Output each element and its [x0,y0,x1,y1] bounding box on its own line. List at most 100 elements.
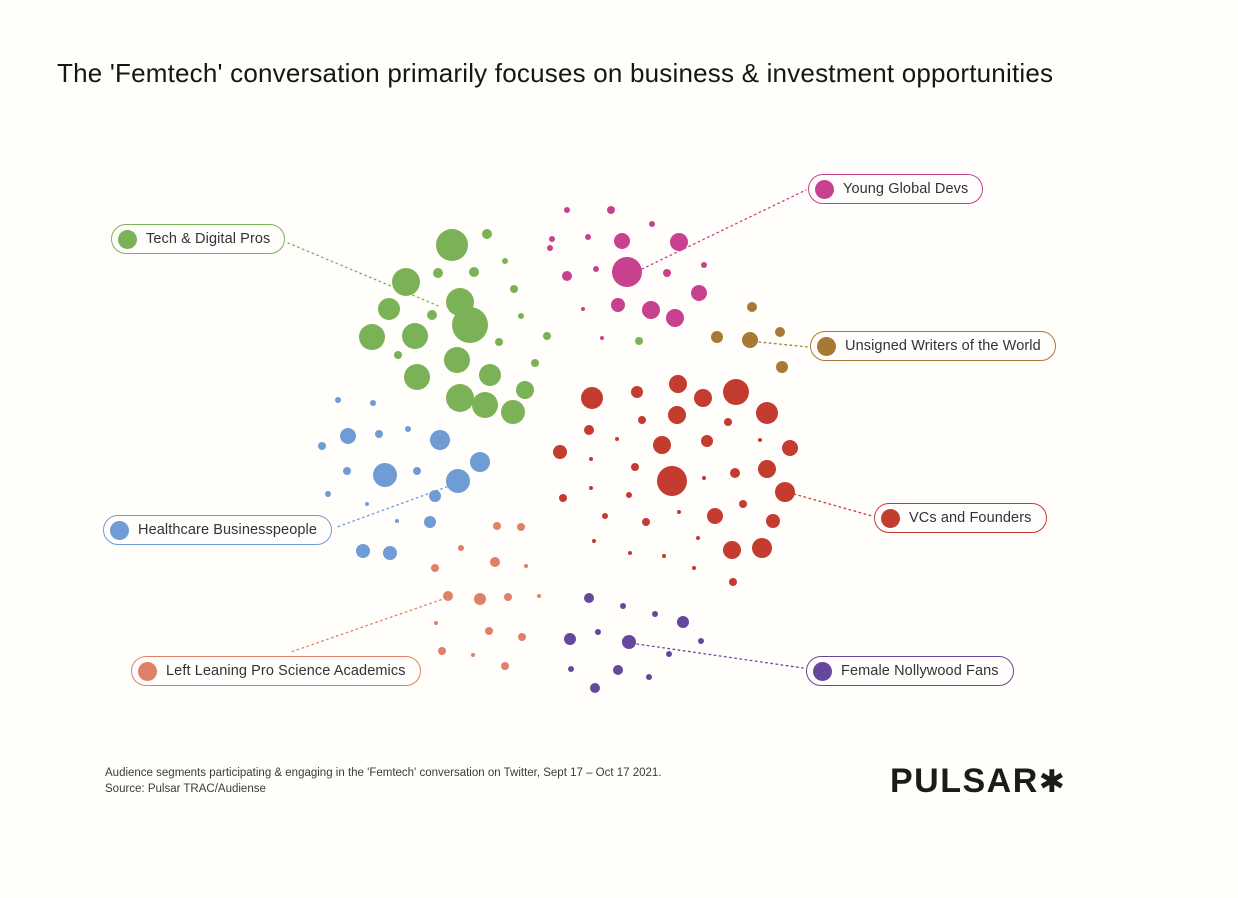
bubble-female-nollywood-fans [646,674,652,680]
bubble-healthcare-businesspeople [325,491,331,497]
segment-label-text: Unsigned Writers of the World [845,338,1041,354]
bubble-vcs-and-founders [653,436,671,454]
pulsar-asterisk-icon: ✱ [1038,764,1065,800]
bubble-tech-digital-pros [543,332,551,340]
bubble-young-global-devs [607,206,615,214]
bubble-tech-digital-pros [433,268,443,278]
connector-line-vcs-and-founders [793,493,873,517]
pulsar-logo-text: PULSAR [890,762,1039,800]
bubble-vcs-and-founders [730,468,740,478]
bubble-vcs-and-founders [559,494,567,502]
segment-label-vcs-and-founders: VCs and Founders [874,503,1047,533]
segment-label-tech-digital-pros: Tech & Digital Pros [111,224,286,254]
segment-label-female-nollywood-fans: Female Nollywood Fans [806,656,1014,686]
bubble-left-leaning-pro-science-academics [471,653,475,657]
bubble-young-global-devs [612,257,642,287]
bubble-left-leaning-pro-science-academics [474,593,486,605]
bubble-tech-digital-pros [436,229,468,261]
bubble-healthcare-businesspeople [340,428,356,444]
bubble-tech-digital-pros [392,268,420,296]
bubble-tech-digital-pros [472,392,498,418]
bubble-left-leaning-pro-science-academics [438,647,446,655]
bubble-vcs-and-founders [756,402,778,424]
bubble-vcs-and-founders [662,554,666,558]
bubble-young-global-devs [564,207,570,213]
bubble-healthcare-businesspeople [335,397,341,403]
bubble-young-global-devs [666,309,684,327]
bubble-vcs-and-founders [775,482,795,502]
bubble-unsigned-writers-of-the-world [742,332,758,348]
bubble-unsigned-writers-of-the-world [711,331,723,343]
bubble-healthcare-businesspeople [318,442,326,450]
footnote-line2: Source: Pulsar TRAC/Audiense [105,782,266,795]
bubble-tech-digital-pros [452,307,488,343]
segment-label-text: Tech & Digital Pros [146,231,271,247]
bubble-young-global-devs [642,301,660,319]
bubble-healthcare-businesspeople [429,490,441,502]
segment-dot-icon [815,179,834,199]
bubble-healthcare-businesspeople [424,516,436,528]
bubble-vcs-and-founders [589,486,593,490]
bubble-vcs-and-founders [631,386,643,398]
bubble-tech-digital-pros [402,323,428,349]
bubble-female-nollywood-fans [652,611,658,617]
bubble-vcs-and-founders [589,457,593,461]
bubble-tech-digital-pros [531,359,539,367]
bubble-vcs-and-founders [602,513,608,519]
bubble-young-global-devs [593,266,599,272]
bubble-young-global-devs [549,236,555,242]
bubble-healthcare-businesspeople [375,430,383,438]
footnote-line1: Audience segments participating & engagi… [105,767,662,779]
bubble-female-nollywood-fans [622,635,636,649]
bubble-tech-digital-pros [482,229,492,239]
segment-label-healthcare-businesspeople: Healthcare Businesspeople [103,515,333,545]
bubble-vcs-and-founders [723,379,749,405]
bubble-healthcare-businesspeople [365,502,369,506]
bubble-left-leaning-pro-science-academics [431,564,439,572]
bubble-young-global-devs [663,269,671,277]
bubble-vcs-and-founders [553,445,567,459]
bubble-vcs-and-founders [642,518,650,526]
bubble-vcs-and-founders [782,440,798,456]
bubble-vcs-and-founders [631,463,639,471]
bubble-vcs-and-founders [702,476,706,480]
bubble-tech-digital-pros [469,267,479,277]
bubble-tech-digital-pros [404,364,430,390]
bubble-vcs-and-founders [752,538,772,558]
bubble-vcs-and-founders [657,466,687,496]
bubble-vcs-and-founders [581,387,603,409]
bubble-young-global-devs [649,221,655,227]
bubble-left-leaning-pro-science-academics [537,594,541,598]
bubble-young-global-devs [670,233,688,251]
bubble-vcs-and-founders [758,460,776,478]
bubble-young-global-devs [585,234,591,240]
segment-label-left-leaning-academics: Left Leaning Pro Science Academics [131,656,421,686]
segment-label-young-global-devs: Young Global Devs [808,174,984,204]
bubble-female-nollywood-fans [613,665,623,675]
bubble-vcs-and-founders [628,551,632,555]
bubble-healthcare-businesspeople [446,469,470,493]
connector-line-left-leaning-pro-science-academics [290,597,447,653]
bubble-unsigned-writers-of-the-world [747,302,757,312]
bubble-left-leaning-pro-science-academics [443,591,453,601]
bubble-healthcare-businesspeople [413,467,421,475]
segment-dot-icon [813,661,832,681]
bubble-left-leaning-pro-science-academics [524,564,528,568]
segment-dot-icon [881,508,900,528]
bubble-female-nollywood-fans [564,633,576,645]
bubble-left-leaning-pro-science-academics [501,662,509,670]
segment-dot-icon [138,661,157,681]
bubble-left-leaning-pro-science-academics [493,522,501,530]
bubble-female-nollywood-fans [584,593,594,603]
bubble-tech-digital-pros [510,285,518,293]
segment-label-text: Female Nollywood Fans [841,663,999,679]
bubble-vcs-and-founders [758,438,762,442]
bubble-female-nollywood-fans [666,651,672,657]
segment-label-text: VCs and Founders [909,510,1032,526]
bubble-vcs-and-founders [729,578,737,586]
bubble-tech-digital-pros [516,381,534,399]
bubble-left-leaning-pro-science-academics [490,557,500,567]
bubble-female-nollywood-fans [620,603,626,609]
bubble-vcs-and-founders [677,510,681,514]
